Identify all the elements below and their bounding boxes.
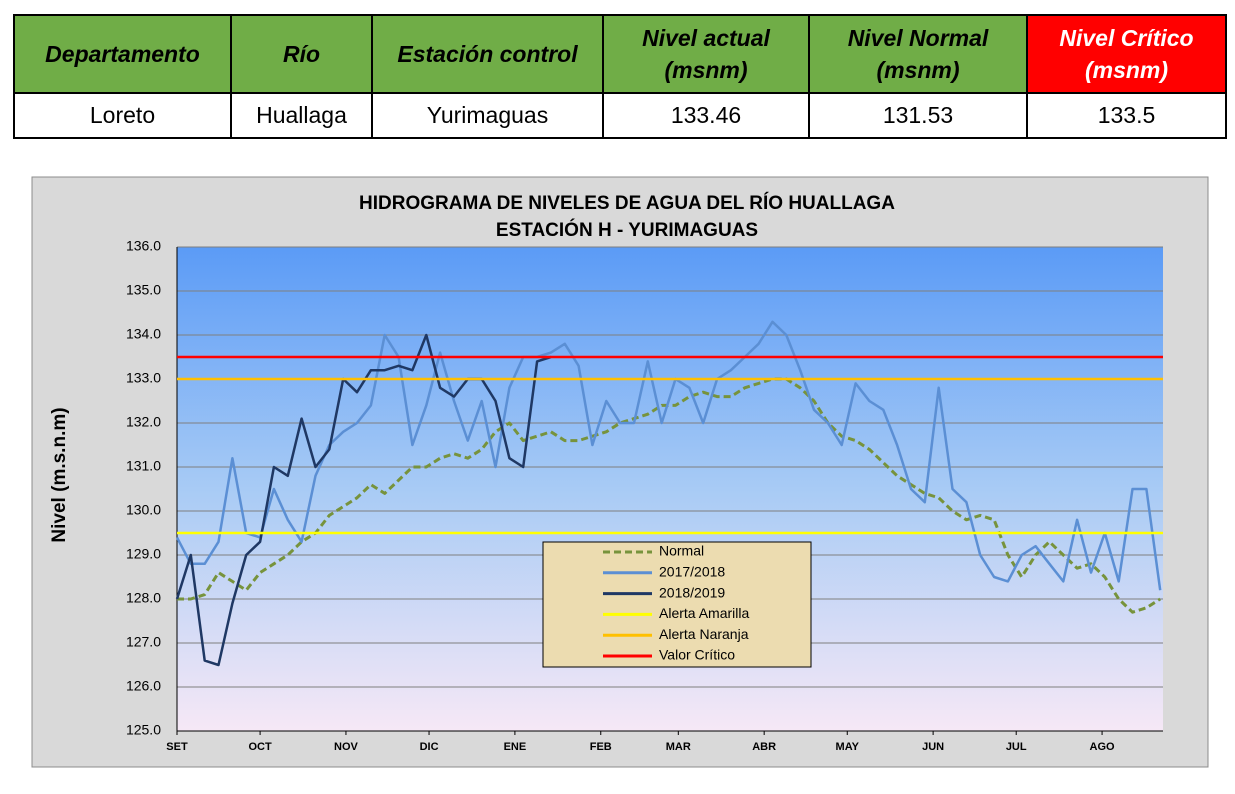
header-cell: Estación control [371,14,604,94]
y-tick-label: 127.0 [126,634,161,650]
y-tick-label: 128.0 [126,590,161,606]
x-tick-label: MAY [836,741,860,753]
y-axis-label: Nivel (m.s.n.m) [49,407,70,542]
cell: Loreto [13,92,232,139]
x-tick-label: OCT [248,741,272,753]
legend-label: 2018/2019 [659,584,725,600]
legend-label: Alerta Naranja [659,626,749,642]
legend-items: Normal 2017/2018 2018/2019 Alerta Amarilla A… [603,543,749,663]
x-tick-label: ABR [752,741,776,753]
series-line [175,333,552,667]
header-cell: Nivel Crítico (msnm) [1026,14,1227,94]
x-tick-label: NOV [334,741,359,753]
x-tick-label: FEB [590,741,612,753]
x-tick-label: JUN [922,741,944,753]
y-tick-label: 135.0 [126,282,161,298]
chart-subtitle: ESTACIÓN H - YURIMAGUAS [496,219,758,241]
legend-label: 2017/2018 [659,564,725,580]
header-cell: Nivel Normal (msnm) [808,14,1028,94]
series-line [175,320,1162,591]
y-tick-label: 126.0 [126,678,161,694]
y-tick-label: 134.0 [126,326,161,342]
header-cell: Río [230,14,373,94]
cell: Yurimaguas [371,92,604,139]
x-tick-label: DIC [420,741,439,753]
header-cell: Departamento [13,14,232,94]
x-tick-label: JUL [1006,741,1027,753]
y-tick-label: 133.0 [126,370,161,386]
series-line [177,377,1162,614]
legend-label: Valor Crítico [659,647,735,663]
cell: Huallaga [230,92,373,139]
y-tick-label: 130.0 [126,502,161,518]
x-tick-label: ENE [504,741,527,753]
cell: 133.46 [602,92,810,139]
legend [542,541,812,668]
y-tick-label: 129.0 [126,546,161,562]
data-row: Loreto Huallaga Yurimaguas 133.46 131.53… [13,92,1227,139]
cell: 131.53 [808,92,1028,139]
y-tick-label: 132.0 [126,414,161,430]
legend-label: Normal [659,543,704,559]
y-tick-label: 136.0 [126,238,161,254]
status-table: Departamento Río Estación control Nivel … [13,14,1227,139]
cell: 133.5 [1026,92,1227,139]
header-cell: Nivel actual (msnm) [602,14,810,94]
legend-label: Alerta Amarilla [659,605,749,621]
x-tick-label: MAR [666,741,691,753]
plot: 125.0 126.0 127.0 128.0 129.0 130.0 131.0 132.0… [126,238,1163,753]
y-tick-label: 131.0 [126,458,161,474]
x-tick-label: SET [166,741,188,753]
chart-title: HIDROGRAMA DE NIVELES DE AGUA DEL RÍO HU… [359,192,895,214]
x-tick-label: AGO [1090,741,1116,753]
y-tick-label: 125.0 [126,722,161,738]
header-row: Departamento Río Estación control Nivel … [13,14,1227,94]
